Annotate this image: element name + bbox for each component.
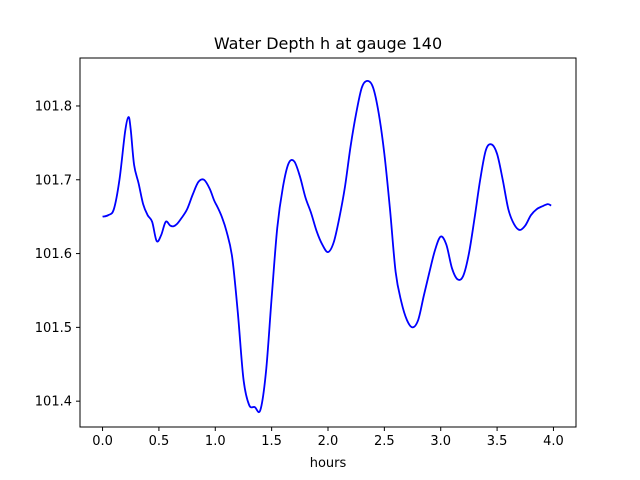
x-tick-label: 1.5: [261, 434, 282, 449]
y-tick-label: 101.4: [35, 395, 72, 410]
chart-title: Water Depth h at gauge 140: [214, 34, 442, 53]
y-tick-label: 101.7: [35, 173, 72, 188]
y-axis: 101.4 101.5 101.6 101.7 101.8: [35, 99, 80, 410]
x-tick-label: 0.0: [92, 434, 113, 449]
y-tick-label: 101.5: [35, 321, 72, 336]
series-line-0: [102, 79, 552, 414]
x-tick-label: 3.5: [487, 434, 508, 449]
x-tick-label: 3.0: [430, 434, 451, 449]
x-tick-label: 1.0: [205, 434, 226, 449]
y-tick-label: 101.6: [35, 247, 72, 262]
series-layer: [102, 79, 552, 414]
x-axis: 0.0 0.5 1.0 1.5 2.0 2.5 3.0 3.5 4.0: [92, 427, 564, 449]
x-tick-label: 2.5: [374, 434, 395, 449]
y-tick-label: 101.8: [35, 99, 72, 114]
x-tick-label: 2.0: [318, 434, 339, 449]
x-axis-label: hours: [310, 456, 347, 471]
x-tick-label: 0.5: [149, 434, 170, 449]
x-tick-label: 4.0: [543, 434, 564, 449]
